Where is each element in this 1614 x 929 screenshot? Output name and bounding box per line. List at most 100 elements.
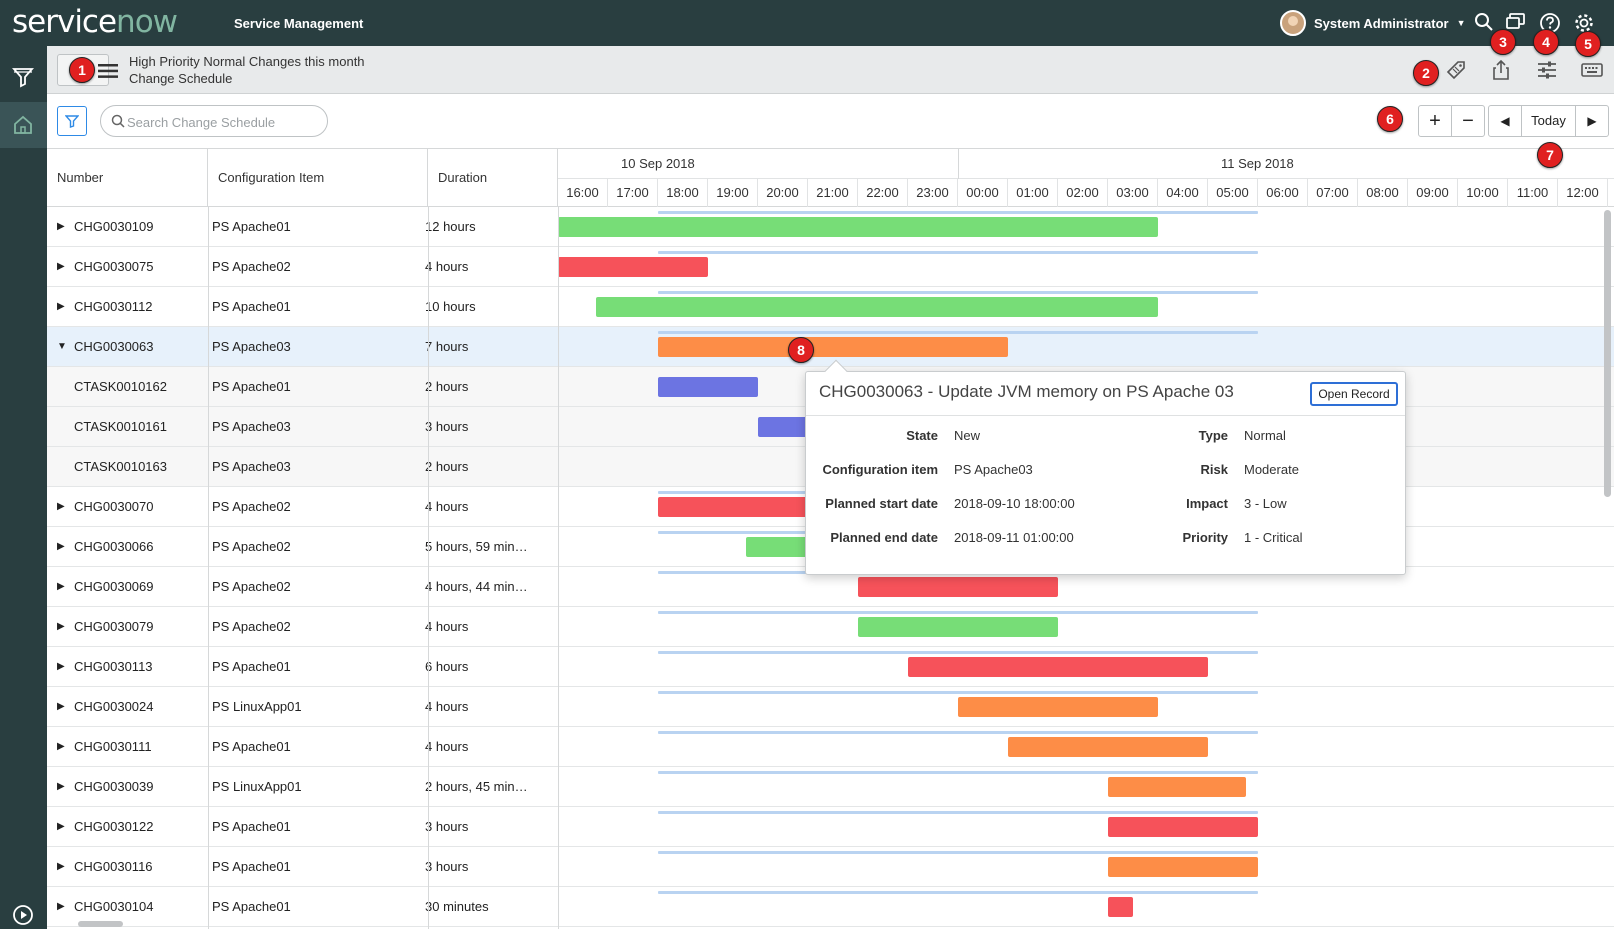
number-cell[interactable]: CHG0030066 xyxy=(74,539,154,554)
change-row[interactable]: ▶ CHG0030104 PS Apache01 30 minutes xyxy=(47,887,1614,927)
column-header-number[interactable]: Number xyxy=(47,149,208,207)
gantt-bar[interactable] xyxy=(958,697,1158,717)
search-field[interactable] xyxy=(100,105,328,137)
open-record-button[interactable]: Open Record xyxy=(1310,382,1398,406)
user-menu[interactable]: System Administrator ▼ xyxy=(1280,10,1466,36)
tag-icon[interactable] xyxy=(1444,58,1470,82)
number-cell[interactable]: CHG0030122 xyxy=(74,819,154,834)
gantt-bar[interactable] xyxy=(1108,777,1246,797)
gantt-bar[interactable] xyxy=(658,377,758,397)
number-cell[interactable]: CHG0030024 xyxy=(74,699,154,714)
schedule-window-line xyxy=(658,851,1258,854)
number-cell[interactable]: CHG0030070 xyxy=(74,499,154,514)
expand-icon[interactable]: ▶ xyxy=(57,301,65,312)
number-cell[interactable]: CHG0030113 xyxy=(74,659,153,674)
zoom-out-button[interactable]: − xyxy=(1451,105,1485,137)
change-row[interactable]: ▶ CHG0030039 PS LinuxApp01 2 hours, 45 min… xyxy=(47,767,1614,807)
gantt-bar[interactable] xyxy=(858,577,1058,597)
filter-navigator-icon[interactable] xyxy=(10,64,36,90)
gantt-bar[interactable] xyxy=(1008,737,1208,757)
gantt-bar[interactable] xyxy=(1108,897,1133,917)
expand-icon[interactable]: ▶ xyxy=(57,821,65,832)
gantt-bar[interactable] xyxy=(1108,817,1258,837)
horizontal-scrollbar[interactable] xyxy=(78,921,123,927)
search-input[interactable] xyxy=(127,112,317,132)
impact-label: Impact xyxy=(1186,496,1228,511)
expand-icon[interactable]: ▶ xyxy=(57,621,65,632)
schedule-window-line xyxy=(658,251,1258,254)
planned-end-value: 2018-09-11 01:00:00 xyxy=(954,530,1074,545)
collapse-icon[interactable]: ▼ xyxy=(57,341,67,352)
schedule-window-line xyxy=(658,291,1258,294)
share-export-icon[interactable] xyxy=(1489,58,1515,82)
gantt-bar[interactable] xyxy=(858,617,1058,637)
number-cell[interactable]: CHG0030039 xyxy=(74,779,154,794)
search-icon[interactable] xyxy=(1472,12,1496,34)
number-cell[interactable]: CHG0030109 xyxy=(74,219,154,234)
expand-icon[interactable]: ▶ xyxy=(57,861,65,872)
change-row[interactable]: ▶ CHG0030075 PS Apache02 4 hours xyxy=(47,247,1614,287)
home-icon[interactable] xyxy=(10,112,36,138)
column-divider xyxy=(208,207,209,929)
change-row[interactable]: ▼ CHG0030063 PS Apache03 7 hours xyxy=(47,327,1614,367)
previous-button[interactable]: ◀ xyxy=(1488,105,1522,137)
vertical-scrollbar[interactable] xyxy=(1604,210,1611,497)
expand-icon[interactable]: ▶ xyxy=(57,581,65,592)
gantt-bar[interactable] xyxy=(908,657,1208,677)
change-row[interactable]: ▶ CHG0030109 PS Apache01 12 hours xyxy=(47,207,1614,247)
keyboard-icon[interactable] xyxy=(1580,58,1606,82)
change-row[interactable]: ▶ CHG0030111 PS Apache01 4 hours xyxy=(47,727,1614,767)
change-row[interactable]: ▶ CHG0030079 PS Apache02 4 hours xyxy=(47,607,1614,647)
state-value: New xyxy=(954,428,981,443)
number-cell[interactable]: CTASK0010161 xyxy=(74,419,167,434)
change-row[interactable]: ▶ CHG0030122 PS Apache01 3 hours xyxy=(47,807,1614,847)
duration-cell: 4 hours xyxy=(425,619,469,634)
schedule-window-line xyxy=(658,891,1258,894)
column-header-duration[interactable]: Duration xyxy=(428,149,558,207)
ci-cell: PS Apache03 xyxy=(212,339,291,354)
expand-icon[interactable]: ▶ xyxy=(57,261,65,272)
expand-icon[interactable]: ▶ xyxy=(57,701,65,712)
expand-icon[interactable]: ▶ xyxy=(57,781,65,792)
expand-icon[interactable]: ▶ xyxy=(57,741,65,752)
hamburger-icon xyxy=(98,64,118,78)
change-row[interactable]: ▶ CHG0030113 PS Apache01 6 hours xyxy=(47,647,1614,687)
settings-sliders-icon[interactable] xyxy=(1535,58,1561,82)
filter-button[interactable] xyxy=(57,106,87,136)
today-button[interactable]: Today xyxy=(1521,105,1576,137)
gantt-bar[interactable] xyxy=(1108,857,1258,877)
next-button[interactable]: ▶ xyxy=(1575,105,1609,137)
gantt-bar[interactable] xyxy=(658,337,1008,357)
gantt-bar[interactable] xyxy=(558,257,708,277)
number-cell[interactable]: CHG0030116 xyxy=(74,859,153,874)
servicenow-logo[interactable]: servicenow xyxy=(12,4,178,40)
hour-label: 23:00 xyxy=(908,179,958,207)
top-banner: servicenow Service Management System Adm… xyxy=(0,0,1614,46)
change-row[interactable]: ▶ CHG0030024 PS LinuxApp01 4 hours xyxy=(47,687,1614,727)
expand-icon[interactable]: ▶ xyxy=(57,501,65,512)
expand-icon[interactable]: ▶ xyxy=(57,221,65,232)
gantt-bar[interactable] xyxy=(595,297,1158,317)
column-header-ci[interactable]: Configuration Item xyxy=(208,149,428,207)
number-cell[interactable]: CHG0030063 xyxy=(74,339,154,354)
change-row[interactable]: ▶ CHG0030112 PS Apache01 10 hours xyxy=(47,287,1614,327)
number-cell[interactable]: CHG0030075 xyxy=(74,259,154,274)
schedule-window-line xyxy=(658,331,1258,334)
expand-icon[interactable]: ▶ xyxy=(57,661,65,672)
change-row[interactable]: ▶ CHG0030116 PS Apache01 3 hours xyxy=(47,847,1614,887)
expand-icon[interactable]: ▶ xyxy=(57,541,65,552)
chevron-down-icon: ▼ xyxy=(1456,18,1466,28)
number-cell[interactable]: CHG0030112 xyxy=(74,299,153,314)
type-value: Normal xyxy=(1244,428,1286,443)
play-circle-icon[interactable] xyxy=(10,902,36,928)
number-cell[interactable]: CHG0030069 xyxy=(74,579,154,594)
expand-icon[interactable]: ▶ xyxy=(57,901,65,912)
number-cell[interactable]: CHG0030111 xyxy=(74,739,152,754)
gantt-bar[interactable] xyxy=(558,217,1158,237)
number-cell[interactable]: CHG0030079 xyxy=(74,619,154,634)
connect-chat-icon[interactable] xyxy=(1504,12,1528,34)
gear-icon[interactable] xyxy=(1572,12,1596,34)
number-cell[interactable]: CTASK0010163 xyxy=(74,459,167,474)
zoom-in-button[interactable]: + xyxy=(1418,105,1452,137)
number-cell[interactable]: CTASK0010162 xyxy=(74,379,167,394)
